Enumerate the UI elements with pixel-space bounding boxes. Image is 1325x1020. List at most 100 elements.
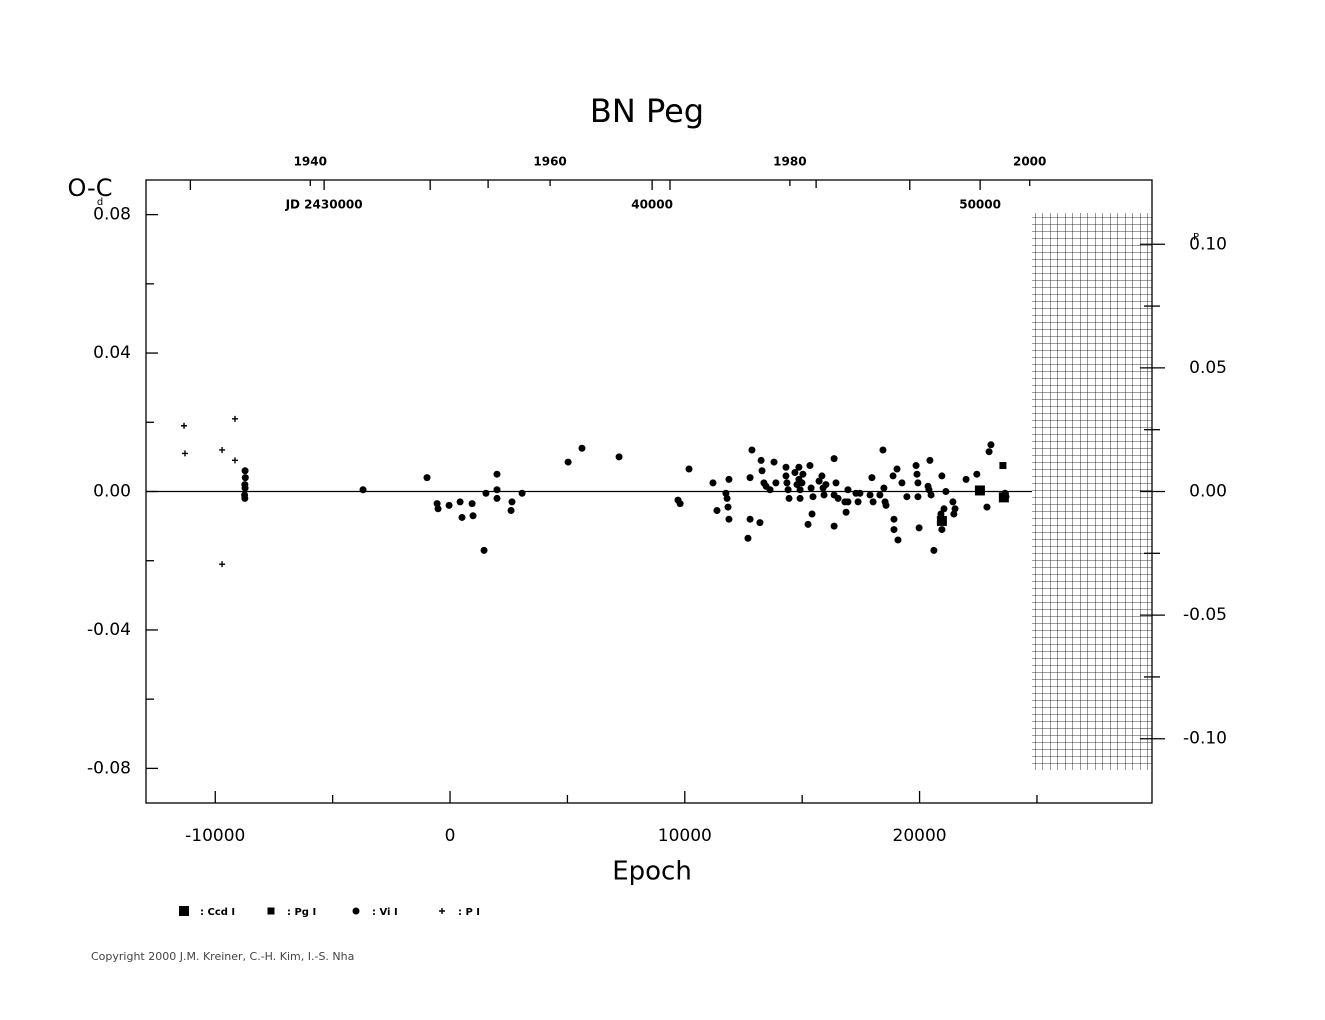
copyright: Copyright 2000 J.M. Kreiner, C.-H. Kim, … [91,950,354,963]
y-tick-label: 0.04 [93,343,131,363]
point [219,561,226,568]
point [785,494,793,502]
point [798,479,806,487]
point [842,508,850,516]
point [445,501,453,509]
point [854,498,862,506]
point [915,524,923,532]
point [772,479,780,487]
point [423,474,431,482]
point [676,500,684,508]
point [615,453,623,461]
point [685,465,693,473]
year-tick-label: 2000 [1013,155,1046,169]
point [241,474,249,482]
point [866,491,874,499]
point [926,456,934,464]
chart-title: BN Peg [590,92,704,130]
point [1002,493,1010,501]
legend-marker [179,906,189,916]
point [468,500,476,508]
point [876,491,884,499]
hatched-region [1032,213,1152,770]
point [869,498,877,506]
y2-tick-label: 0.10 [1189,234,1227,254]
point [818,472,826,480]
point [834,494,842,502]
point [949,498,957,506]
point [791,468,799,476]
point [241,494,249,502]
point [830,522,838,530]
point [725,515,733,523]
point [231,415,238,422]
x-tick-label: 10000 [658,826,712,846]
point [808,510,816,518]
point [927,491,935,499]
point [914,479,922,487]
point [832,479,840,487]
point [809,493,817,501]
x-tick-label: 0 [445,826,456,846]
point [880,484,888,492]
point [882,501,890,509]
point [724,503,732,511]
y-tick-label: -0.08 [87,758,131,778]
point [894,536,902,544]
point [482,489,490,497]
point [756,519,764,527]
point [766,486,774,494]
point [723,494,731,502]
point [938,526,946,534]
point [746,515,754,523]
point [725,475,733,483]
point [241,467,249,475]
y2-tick-label: 0.00 [1189,482,1227,502]
point [758,467,766,475]
point [782,472,790,480]
x-tick-label: 20000 [893,826,947,846]
point [890,526,898,534]
point [518,489,526,497]
point [458,513,466,521]
point [938,472,946,480]
point [939,515,947,523]
point [507,507,515,515]
point [879,446,887,454]
point [940,505,948,513]
y2-tick-label: -0.05 [1183,605,1227,625]
point [889,472,897,480]
point [973,470,981,478]
jd-tick-label: 50000 [959,198,1001,212]
point [942,488,950,495]
point [983,503,991,511]
legend-label: : Vi I [372,907,398,918]
y2-tick-label: -0.10 [1183,729,1227,749]
point [999,462,1007,470]
y-tick-label: 0.00 [93,482,131,502]
point [508,498,516,506]
x-tick-label: -10000 [185,826,245,846]
legend-marker [352,907,360,915]
point [433,500,441,508]
point [456,498,464,506]
x-axis-label: Epoch [612,857,692,887]
point [434,505,442,513]
y-axis-unit: d [97,197,103,208]
point [914,493,922,501]
legend-marker [267,907,275,915]
point [951,505,959,513]
point [783,479,791,487]
y2-axis-unit: P [1193,232,1199,243]
point [930,546,938,554]
point [493,494,501,502]
point [795,463,803,471]
point [493,486,501,494]
point [181,422,188,429]
point [746,474,754,482]
point [806,462,814,470]
legend-label: : Ccd I [200,907,235,918]
point [748,446,756,454]
